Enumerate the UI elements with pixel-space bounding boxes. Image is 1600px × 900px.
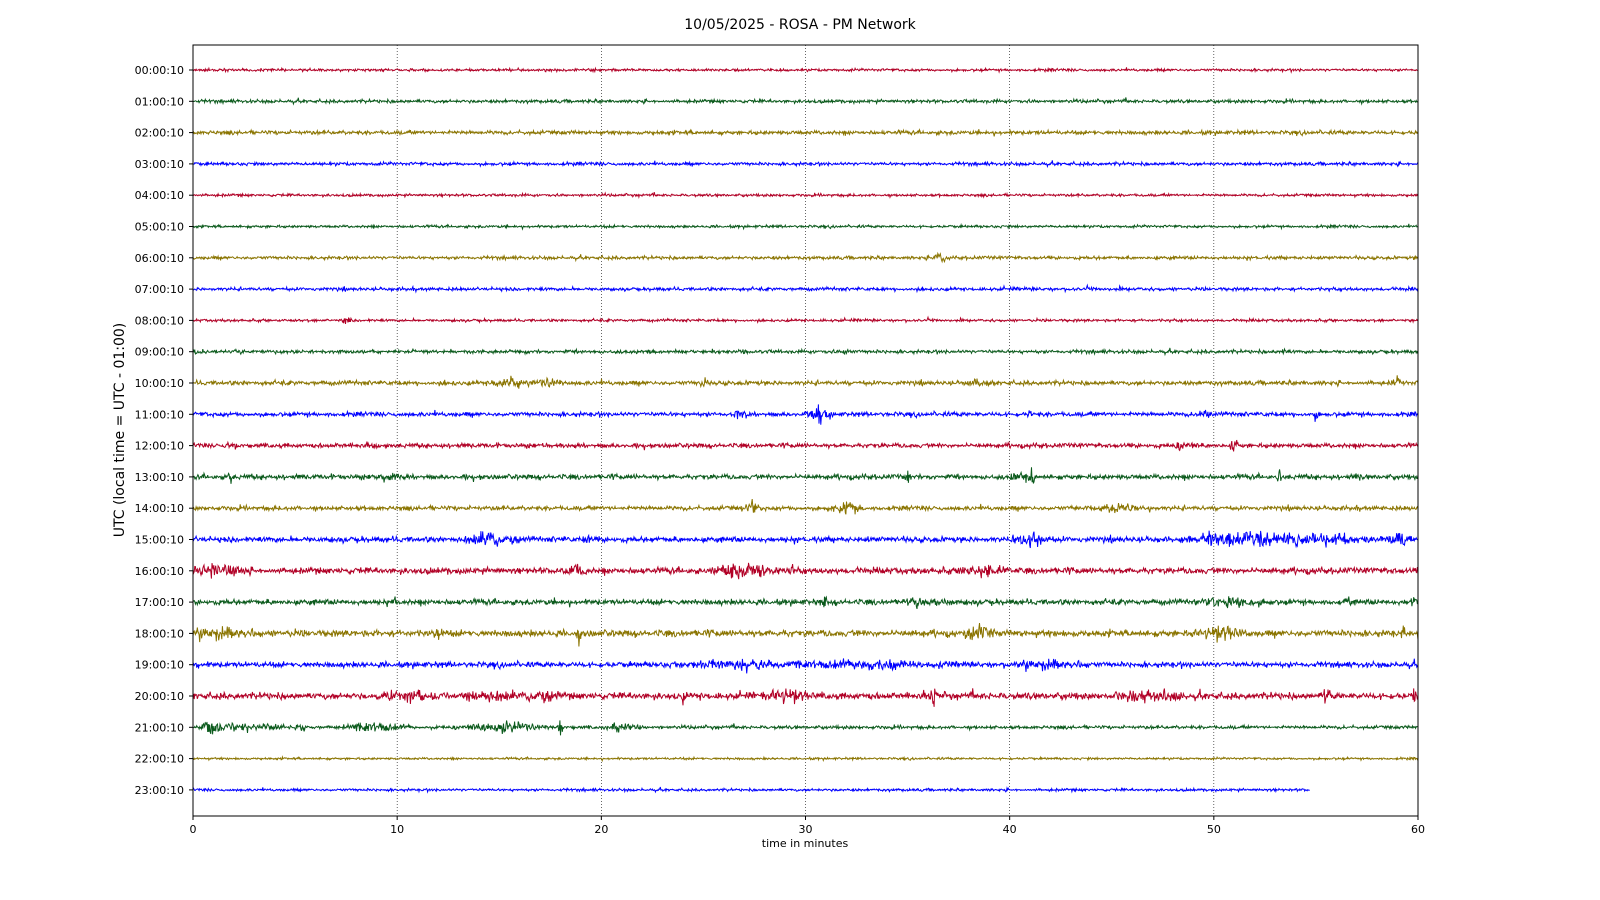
x-tick-label: 40: [1003, 823, 1017, 836]
trace-hour-labels: 00:00:10 01:00:10 02:00:10 03:00:10 04:00:10…: [135, 64, 193, 797]
trace-line: [192, 687, 1419, 707]
trace-line: [192, 720, 1419, 736]
trace-line: [192, 251, 1419, 264]
trace-line: [192, 658, 1419, 674]
trace-hour-label: 06:00:10: [135, 252, 184, 265]
trace-line: [192, 786, 1310, 794]
trace-line: [192, 404, 1419, 425]
trace-hour-label: 14:00:10: [135, 502, 184, 515]
plot-frame: [192, 44, 1419, 817]
chart-title: 10/05/2025 - ROSA - PM Network: [684, 17, 916, 33]
x-tick-label: 60: [1411, 823, 1425, 836]
x-tick-label: 50: [1207, 823, 1221, 836]
trace-hour-label: 00:00:10: [135, 64, 184, 77]
trace-line: [192, 160, 1419, 169]
trace-hour-label: 09:00:10: [135, 346, 184, 359]
x-tick-label: 30: [799, 823, 813, 836]
x-tick-label: 0: [190, 823, 197, 836]
trace-line: [192, 66, 1419, 74]
trace-line: [192, 128, 1419, 137]
grid-lines: [396, 45, 1215, 816]
trace-hour-label: 12:00:10: [135, 440, 184, 453]
x-tick-label: 10: [390, 823, 404, 836]
seismic-traces: [192, 66, 1419, 794]
trace-line: [192, 315, 1419, 324]
trace-hour-label: 17:00:10: [135, 596, 184, 609]
trace-hour-label: 22:00:10: [135, 753, 184, 766]
trace-hour-label: 04:00:10: [135, 189, 184, 202]
trace-hour-label: 18:00:10: [135, 627, 184, 640]
trace-hour-label: 03:00:10: [135, 158, 184, 171]
trace-hour-label: 05:00:10: [135, 221, 184, 234]
trace-hour-label: 15:00:10: [135, 534, 184, 547]
trace-line: [192, 499, 1419, 515]
trace-line: [192, 623, 1419, 647]
trace-line: [192, 222, 1419, 231]
trace-hour-label: 10:00:10: [135, 377, 184, 390]
x-axis-ticks: 0 10 20 30 40 50 60: [190, 816, 1425, 836]
trace-hour-label: 02:00:10: [135, 127, 184, 140]
trace-line: [192, 191, 1419, 199]
x-axis-label: time in minutes: [762, 837, 849, 850]
y-axis-label: UTC (local time = UTC - 01:00): [112, 323, 128, 538]
trace-hour-label: 21:00:10: [135, 721, 184, 734]
trace-line: [192, 375, 1419, 389]
trace-hour-label: 20:00:10: [135, 690, 184, 703]
trace-line: [192, 283, 1419, 294]
trace-hour-label: 01:00:10: [135, 95, 184, 108]
trace-hour-label: 13:00:10: [135, 471, 184, 484]
trace-hour-label: 19:00:10: [135, 659, 184, 672]
x-tick-label: 20: [594, 823, 608, 836]
trace-line: [192, 530, 1419, 549]
trace-hour-label: 07:00:10: [135, 283, 184, 296]
trace-line: [192, 595, 1419, 610]
trace-hour-label: 16:00:10: [135, 565, 184, 578]
trace-hour-label: 23:00:10: [135, 784, 184, 797]
trace-line: [192, 347, 1419, 357]
trace-line: [192, 97, 1419, 106]
trace-line: [192, 562, 1419, 580]
trace-hour-label: 08:00:10: [135, 314, 184, 327]
trace-line: [192, 467, 1419, 484]
trace-line: [192, 755, 1419, 763]
trace-hour-label: 11:00:10: [135, 408, 184, 421]
trace-line: [192, 439, 1419, 452]
